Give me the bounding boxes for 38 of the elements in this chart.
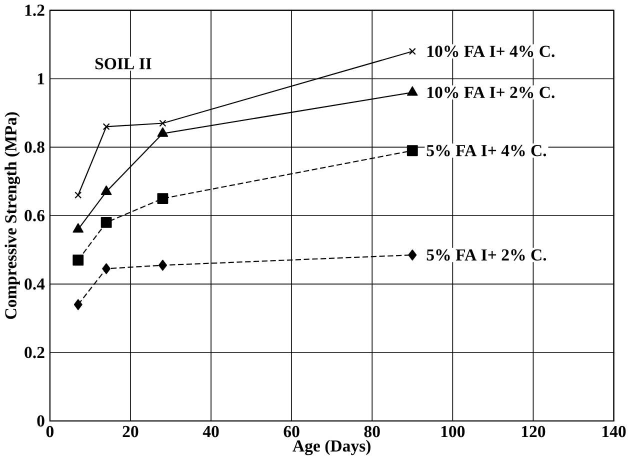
x-tick-label: 0 (46, 426, 54, 438)
series-label: 10% FA I+ 2% C. (427, 86, 554, 98)
point (157, 193, 168, 204)
point (72, 254, 84, 266)
y-axis-title: Compressive Strength (MPa) (4, 112, 20, 320)
y-tick-label: 0.8 (24, 142, 44, 153)
y-tick-label: 0 (37, 415, 44, 427)
point (159, 120, 166, 127)
series-label: 10% FA I+ 4% C. (427, 46, 554, 58)
x-tick-label: 40 (202, 426, 219, 438)
point (100, 217, 112, 228)
x-tick-label: 20 (122, 426, 138, 438)
y-tick-label: 0.4 (24, 278, 45, 290)
series-label: 5% FA I+ 2% C. (426, 249, 546, 261)
point (158, 260, 167, 271)
y-tick-label: 0.6 (24, 210, 44, 222)
y-tick-label: 0.2 (24, 346, 44, 358)
x-tick-label: 120 (522, 426, 546, 438)
point (72, 223, 84, 233)
y-tick-label: 1.2 (25, 4, 44, 16)
point (74, 192, 82, 199)
point (74, 299, 82, 310)
series-label: 5% FA I+ 4% C. (426, 144, 546, 156)
x-axis-title: Age (Days) (292, 440, 370, 456)
point (408, 250, 417, 261)
point (102, 263, 111, 274)
point (406, 145, 418, 156)
annotation: SOIL II (95, 58, 152, 70)
x-tick-label: 140 (602, 426, 626, 438)
point (408, 48, 416, 55)
point (157, 127, 168, 137)
x-tick-label: 80 (364, 426, 380, 438)
y-tick-label: 1 (38, 73, 44, 84)
point (102, 123, 110, 130)
x-tick-label: 60 (284, 426, 300, 438)
x-tick-label: 100 (441, 426, 465, 438)
point (100, 186, 112, 196)
point (406, 86, 418, 96)
